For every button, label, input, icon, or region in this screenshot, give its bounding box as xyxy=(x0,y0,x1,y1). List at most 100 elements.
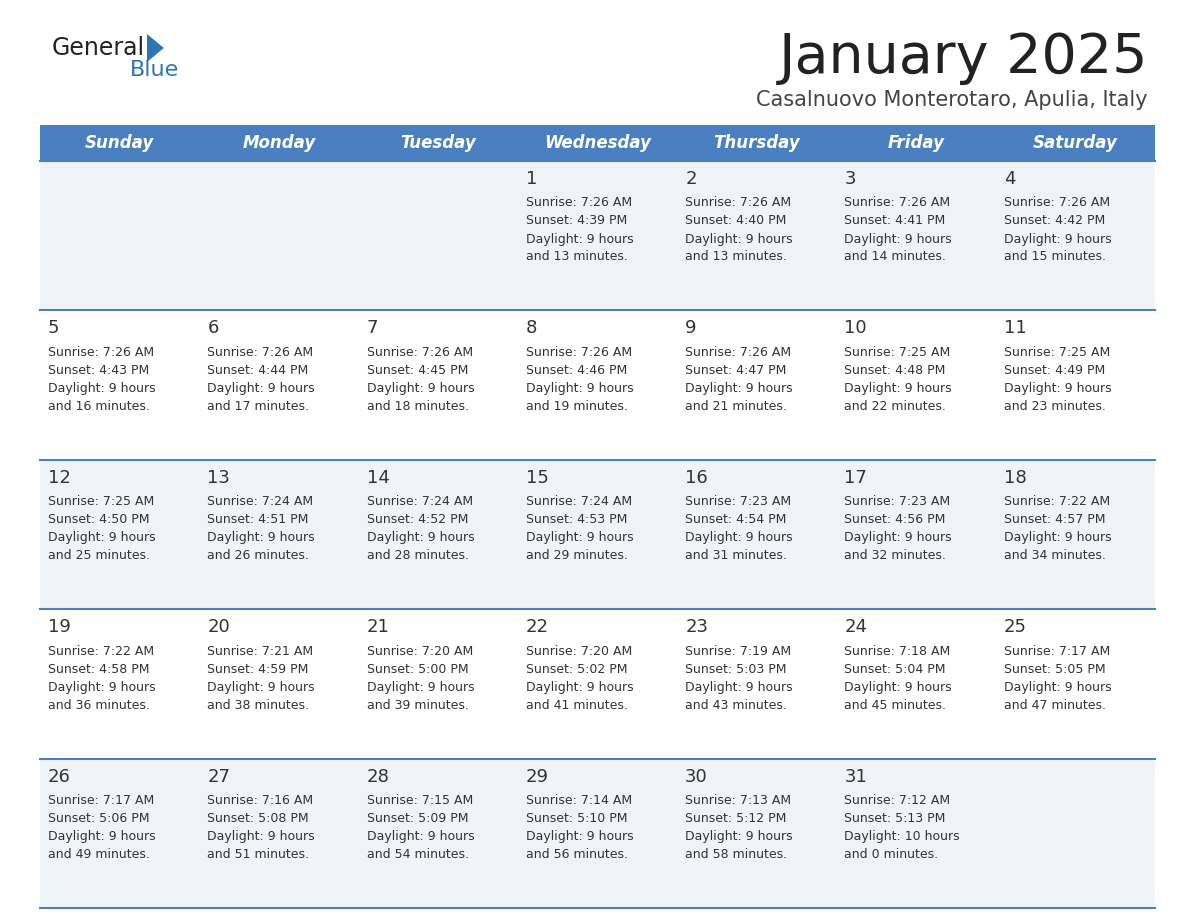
Text: Sunrise: 7:22 AM: Sunrise: 7:22 AM xyxy=(1004,496,1110,509)
Text: Sunrise: 7:14 AM: Sunrise: 7:14 AM xyxy=(526,794,632,807)
Text: Sunset: 4:49 PM: Sunset: 4:49 PM xyxy=(1004,364,1105,377)
Text: Daylight: 9 hours: Daylight: 9 hours xyxy=(207,830,315,843)
Text: 10: 10 xyxy=(845,319,867,338)
Text: Sunset: 4:40 PM: Sunset: 4:40 PM xyxy=(685,215,786,228)
Text: Sunrise: 7:23 AM: Sunrise: 7:23 AM xyxy=(685,496,791,509)
Text: Sunset: 4:48 PM: Sunset: 4:48 PM xyxy=(845,364,946,377)
Text: Sunset: 4:59 PM: Sunset: 4:59 PM xyxy=(207,663,309,676)
Text: Sunset: 4:43 PM: Sunset: 4:43 PM xyxy=(48,364,150,377)
Text: Sunrise: 7:20 AM: Sunrise: 7:20 AM xyxy=(367,644,473,657)
Text: 16: 16 xyxy=(685,469,708,487)
Text: Daylight: 9 hours: Daylight: 9 hours xyxy=(1004,382,1111,395)
Text: and 23 minutes.: and 23 minutes. xyxy=(1004,400,1106,413)
Text: Daylight: 9 hours: Daylight: 9 hours xyxy=(207,532,315,544)
Text: and 19 minutes.: and 19 minutes. xyxy=(526,400,627,413)
Text: Friday: Friday xyxy=(887,134,944,152)
Text: and 16 minutes.: and 16 minutes. xyxy=(48,400,150,413)
Text: and 22 minutes.: and 22 minutes. xyxy=(845,400,947,413)
Text: General: General xyxy=(52,36,145,60)
Text: and 15 minutes.: and 15 minutes. xyxy=(1004,251,1106,263)
Text: 8: 8 xyxy=(526,319,537,338)
Text: and 31 minutes.: and 31 minutes. xyxy=(685,549,786,563)
Text: 9: 9 xyxy=(685,319,696,338)
Text: 20: 20 xyxy=(207,618,230,636)
Text: Sunset: 4:52 PM: Sunset: 4:52 PM xyxy=(367,513,468,526)
Text: 1: 1 xyxy=(526,170,537,188)
Text: Daylight: 9 hours: Daylight: 9 hours xyxy=(685,382,792,395)
Text: 30: 30 xyxy=(685,767,708,786)
Text: 2: 2 xyxy=(685,170,696,188)
Text: 12: 12 xyxy=(48,469,71,487)
Text: and 58 minutes.: and 58 minutes. xyxy=(685,848,788,861)
Text: Sunset: 4:39 PM: Sunset: 4:39 PM xyxy=(526,215,627,228)
Text: Sunrise: 7:19 AM: Sunrise: 7:19 AM xyxy=(685,644,791,657)
Text: 23: 23 xyxy=(685,618,708,636)
Text: Sunset: 5:03 PM: Sunset: 5:03 PM xyxy=(685,663,786,676)
Text: Daylight: 9 hours: Daylight: 9 hours xyxy=(685,681,792,694)
Text: Casalnuovo Monterotaro, Apulia, Italy: Casalnuovo Monterotaro, Apulia, Italy xyxy=(757,90,1148,110)
Text: 15: 15 xyxy=(526,469,549,487)
Text: Daylight: 9 hours: Daylight: 9 hours xyxy=(48,532,156,544)
Text: and 21 minutes.: and 21 minutes. xyxy=(685,400,786,413)
Text: 27: 27 xyxy=(207,767,230,786)
Bar xyxy=(40,310,1155,460)
Text: Sunrise: 7:26 AM: Sunrise: 7:26 AM xyxy=(685,346,791,359)
Text: Sunrise: 7:26 AM: Sunrise: 7:26 AM xyxy=(48,346,154,359)
Text: 21: 21 xyxy=(367,618,390,636)
Text: Daylight: 9 hours: Daylight: 9 hours xyxy=(685,532,792,544)
Bar xyxy=(40,758,1155,908)
Text: Sunset: 5:13 PM: Sunset: 5:13 PM xyxy=(845,812,946,825)
Text: Sunrise: 7:12 AM: Sunrise: 7:12 AM xyxy=(845,794,950,807)
Text: Daylight: 9 hours: Daylight: 9 hours xyxy=(685,232,792,245)
Text: Daylight: 9 hours: Daylight: 9 hours xyxy=(845,532,952,544)
Text: Daylight: 9 hours: Daylight: 9 hours xyxy=(526,382,633,395)
Text: Wednesday: Wednesday xyxy=(544,134,651,152)
Text: Daylight: 9 hours: Daylight: 9 hours xyxy=(48,382,156,395)
Text: Daylight: 9 hours: Daylight: 9 hours xyxy=(1004,232,1111,245)
Text: Sunset: 5:09 PM: Sunset: 5:09 PM xyxy=(367,812,468,825)
Text: Sunrise: 7:15 AM: Sunrise: 7:15 AM xyxy=(367,794,473,807)
Text: Sunset: 5:00 PM: Sunset: 5:00 PM xyxy=(367,663,468,676)
Text: and 43 minutes.: and 43 minutes. xyxy=(685,699,786,711)
Text: 5: 5 xyxy=(48,319,59,338)
Text: and 34 minutes.: and 34 minutes. xyxy=(1004,549,1106,563)
Text: Sunset: 4:42 PM: Sunset: 4:42 PM xyxy=(1004,215,1105,228)
Text: Daylight: 10 hours: Daylight: 10 hours xyxy=(845,830,960,843)
Text: Sunrise: 7:26 AM: Sunrise: 7:26 AM xyxy=(1004,196,1110,209)
Text: 24: 24 xyxy=(845,618,867,636)
Text: Sunset: 5:12 PM: Sunset: 5:12 PM xyxy=(685,812,786,825)
Text: Sunset: 4:57 PM: Sunset: 4:57 PM xyxy=(1004,513,1105,526)
Text: 26: 26 xyxy=(48,767,71,786)
Text: Sunset: 5:08 PM: Sunset: 5:08 PM xyxy=(207,812,309,825)
Text: and 45 minutes.: and 45 minutes. xyxy=(845,699,947,711)
Text: Sunset: 5:02 PM: Sunset: 5:02 PM xyxy=(526,663,627,676)
Text: Sunrise: 7:24 AM: Sunrise: 7:24 AM xyxy=(207,496,314,509)
Text: Thursday: Thursday xyxy=(714,134,801,152)
Text: Sunset: 5:04 PM: Sunset: 5:04 PM xyxy=(845,663,946,676)
Text: Sunrise: 7:23 AM: Sunrise: 7:23 AM xyxy=(845,496,950,509)
Text: and 17 minutes.: and 17 minutes. xyxy=(207,400,309,413)
Text: Blue: Blue xyxy=(129,60,179,80)
Text: Daylight: 9 hours: Daylight: 9 hours xyxy=(685,830,792,843)
Text: Sunrise: 7:26 AM: Sunrise: 7:26 AM xyxy=(367,346,473,359)
Text: Sunrise: 7:20 AM: Sunrise: 7:20 AM xyxy=(526,644,632,657)
Text: Sunset: 4:50 PM: Sunset: 4:50 PM xyxy=(48,513,150,526)
Text: 22: 22 xyxy=(526,618,549,636)
Text: Daylight: 9 hours: Daylight: 9 hours xyxy=(48,681,156,694)
Text: and 39 minutes.: and 39 minutes. xyxy=(367,699,468,711)
Text: Monday: Monday xyxy=(242,134,316,152)
Text: 18: 18 xyxy=(1004,469,1026,487)
Text: Daylight: 9 hours: Daylight: 9 hours xyxy=(845,681,952,694)
Text: and 14 minutes.: and 14 minutes. xyxy=(845,251,947,263)
Text: Daylight: 9 hours: Daylight: 9 hours xyxy=(367,382,474,395)
Text: 13: 13 xyxy=(207,469,230,487)
Text: Sunrise: 7:18 AM: Sunrise: 7:18 AM xyxy=(845,644,950,657)
Text: Sunrise: 7:26 AM: Sunrise: 7:26 AM xyxy=(526,346,632,359)
Text: Sunrise: 7:17 AM: Sunrise: 7:17 AM xyxy=(1004,644,1110,657)
Text: 17: 17 xyxy=(845,469,867,487)
Text: and 29 minutes.: and 29 minutes. xyxy=(526,549,627,563)
Text: 14: 14 xyxy=(367,469,390,487)
Bar xyxy=(40,610,1155,758)
Text: Sunset: 4:53 PM: Sunset: 4:53 PM xyxy=(526,513,627,526)
Text: Daylight: 9 hours: Daylight: 9 hours xyxy=(845,232,952,245)
